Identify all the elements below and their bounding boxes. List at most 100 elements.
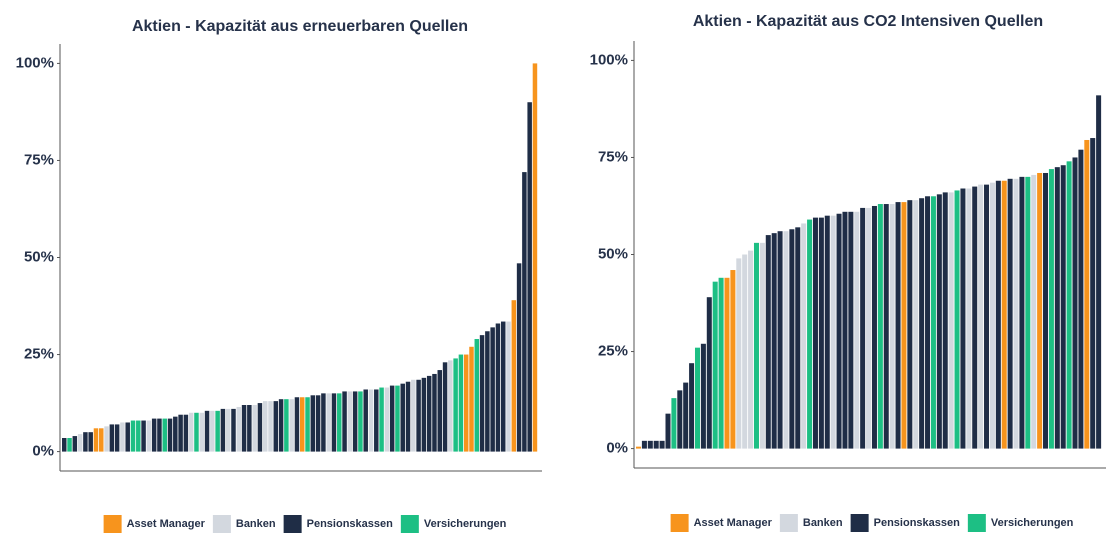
bar bbox=[210, 410, 215, 452]
bar bbox=[442, 362, 448, 452]
bar bbox=[310, 395, 316, 452]
bar bbox=[114, 424, 120, 452]
bar bbox=[268, 401, 273, 452]
bar bbox=[925, 196, 931, 449]
legend-swatch bbox=[400, 515, 419, 533]
bar bbox=[677, 390, 683, 449]
bar bbox=[854, 211, 860, 449]
bar bbox=[437, 370, 443, 452]
bar bbox=[379, 387, 384, 452]
bar bbox=[812, 217, 818, 449]
bar bbox=[448, 360, 453, 452]
legend-label: Pensionskassen bbox=[874, 517, 960, 529]
bar bbox=[511, 300, 517, 452]
bar bbox=[485, 331, 490, 452]
bar bbox=[883, 204, 889, 449]
bar bbox=[989, 182, 995, 449]
bar bbox=[241, 405, 247, 452]
bar bbox=[384, 387, 390, 452]
bar bbox=[647, 440, 653, 449]
bar bbox=[866, 207, 872, 449]
bar bbox=[807, 219, 813, 449]
bar bbox=[1078, 149, 1084, 449]
legend-swatch bbox=[779, 514, 798, 532]
bar bbox=[236, 406, 242, 452]
bar bbox=[479, 335, 485, 452]
bar bbox=[67, 438, 72, 452]
bar bbox=[522, 172, 527, 452]
bar bbox=[842, 211, 848, 449]
bar bbox=[363, 389, 368, 452]
bar bbox=[225, 408, 231, 452]
legend-swatch bbox=[850, 514, 869, 532]
bar bbox=[72, 436, 78, 452]
legend-swatch bbox=[967, 514, 986, 532]
bar bbox=[141, 420, 146, 452]
bar bbox=[978, 184, 984, 449]
bar bbox=[178, 414, 183, 452]
bar bbox=[104, 426, 109, 452]
bar bbox=[62, 438, 67, 452]
bar bbox=[215, 410, 220, 452]
bar bbox=[305, 397, 310, 452]
bar bbox=[532, 63, 538, 452]
bar bbox=[795, 227, 801, 449]
bar bbox=[907, 200, 913, 449]
bar bbox=[120, 422, 125, 452]
bar bbox=[257, 403, 263, 452]
bar bbox=[913, 200, 919, 449]
bar bbox=[1048, 169, 1054, 449]
bar bbox=[347, 391, 353, 452]
bar bbox=[860, 207, 866, 449]
bar bbox=[432, 373, 437, 452]
bar bbox=[395, 385, 400, 452]
bar bbox=[836, 213, 842, 449]
bar bbox=[765, 235, 771, 449]
bar bbox=[289, 399, 294, 452]
bar bbox=[671, 398, 677, 449]
bar bbox=[300, 397, 305, 452]
bar bbox=[748, 250, 754, 449]
bar bbox=[1025, 176, 1031, 449]
bar bbox=[1019, 176, 1025, 449]
bar bbox=[352, 391, 358, 452]
bar bbox=[683, 382, 689, 449]
bar bbox=[919, 198, 925, 449]
bar bbox=[966, 188, 972, 449]
bar bbox=[463, 354, 469, 452]
bar bbox=[109, 424, 115, 452]
bar bbox=[495, 323, 501, 452]
legend-label: Asset Manager bbox=[127, 518, 206, 530]
bar bbox=[252, 405, 257, 452]
legend-swatch bbox=[212, 515, 231, 533]
legend-label: Pensionskassen bbox=[307, 518, 393, 530]
bar bbox=[771, 233, 777, 449]
bar bbox=[220, 408, 226, 452]
bar bbox=[389, 385, 395, 452]
bar bbox=[801, 223, 807, 449]
bar bbox=[173, 416, 178, 452]
bar bbox=[358, 391, 363, 452]
bar bbox=[321, 393, 326, 452]
bar bbox=[458, 354, 464, 452]
y-tick-label: 50% bbox=[598, 245, 628, 262]
legend-swatch bbox=[103, 515, 122, 533]
bar bbox=[1001, 180, 1007, 449]
bar bbox=[700, 343, 706, 449]
bar bbox=[368, 389, 374, 452]
legend-label: Banken bbox=[803, 517, 843, 529]
bar bbox=[665, 413, 671, 449]
bar bbox=[527, 102, 532, 452]
bar bbox=[889, 204, 895, 449]
bar bbox=[162, 418, 167, 452]
bar bbox=[689, 363, 695, 449]
chart-title: Aktien - Kapazität aus CO2 Intensiven Qu… bbox=[693, 13, 1043, 30]
bar bbox=[830, 215, 836, 449]
bar bbox=[204, 410, 210, 452]
bar bbox=[469, 346, 474, 452]
bar bbox=[77, 434, 83, 452]
bar bbox=[400, 383, 405, 452]
bar bbox=[99, 428, 104, 452]
bar bbox=[1054, 167, 1060, 449]
chart-title: Aktien - Kapazität aus erneuerbaren Quel… bbox=[132, 18, 468, 35]
